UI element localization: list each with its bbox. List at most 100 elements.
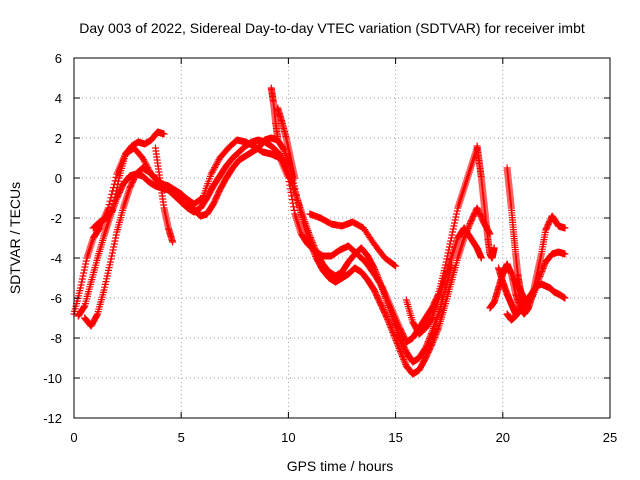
data-point-marker [375, 275, 383, 283]
data-point-marker [212, 160, 220, 168]
data-point-marker [425, 334, 433, 342]
data-point-marker [537, 269, 545, 277]
data-point-marker [306, 232, 314, 240]
y-tick-label: 6 [55, 51, 62, 66]
data-point-marker [540, 261, 548, 269]
data-point-marker [308, 237, 316, 245]
data-point-marker [78, 278, 86, 286]
data-point-marker [107, 255, 115, 263]
data-point-marker [422, 344, 430, 352]
data-point-marker [281, 161, 289, 169]
data-point-marker [373, 270, 381, 278]
data-point-marker [78, 275, 86, 283]
data-point-marker [108, 249, 116, 257]
data-point-marker [214, 157, 222, 165]
data-point-marker [285, 171, 293, 179]
data-point-marker [392, 262, 400, 270]
data-point-marker [111, 237, 119, 245]
x-tick-label: 25 [603, 430, 617, 445]
data-point-marker [425, 336, 433, 344]
data-point-marker [139, 156, 147, 164]
data-point-marker [109, 206, 117, 214]
data-point-marker [443, 255, 451, 263]
data-point-marker [107, 208, 115, 216]
data-point-marker [140, 157, 148, 165]
data-point-marker [427, 331, 435, 339]
data-point-marker [449, 228, 457, 236]
data-point-marker [93, 311, 101, 319]
data-point-marker [391, 261, 399, 269]
data-point-marker [539, 264, 547, 272]
data-point-marker [490, 244, 498, 252]
data-point-marker [282, 163, 290, 171]
y-tick-label: 4 [55, 91, 62, 106]
data-point-marker [512, 310, 520, 318]
y-tick-label: -12 [43, 411, 62, 426]
data-point-marker [80, 266, 88, 274]
data-point-marker [536, 272, 544, 280]
data-point-marker [428, 340, 436, 348]
data-point-marker [281, 160, 289, 168]
y-axis-label: SDTVAR / TECUs [7, 182, 23, 294]
chart-title: Day 003 of 2022, Sidereal Day-to-day VTE… [79, 20, 585, 36]
data-point-marker [81, 263, 89, 271]
data-point-marker [401, 359, 409, 367]
data-point-marker [561, 294, 569, 302]
data-point-marker [283, 164, 291, 172]
data-point-marker [95, 225, 103, 233]
data-point-marker [310, 243, 318, 251]
data-point-marker [430, 335, 438, 343]
data-point-marker [447, 237, 455, 245]
data-point-marker [309, 240, 317, 248]
data-point-marker [209, 167, 217, 175]
data-point-marker [76, 284, 84, 292]
data-point-marker [306, 234, 314, 242]
data-point-marker [429, 338, 437, 346]
data-point-marker [460, 234, 468, 242]
data-point-marker [431, 332, 439, 340]
data-point-marker [77, 281, 85, 289]
data-point-marker [374, 274, 382, 282]
data-point-marker [452, 210, 460, 218]
data-point-marker [311, 245, 319, 253]
data-point-marker [308, 238, 316, 246]
data-point-marker [477, 254, 485, 262]
data-point-marker [465, 223, 473, 231]
data-point-marker [285, 169, 293, 177]
data-point-marker [114, 177, 122, 185]
data-point-marker [111, 196, 119, 204]
data-point-marker [113, 184, 121, 192]
data-point-marker [400, 356, 408, 364]
y-tick-label: -8 [50, 331, 62, 346]
data-point-marker [291, 174, 299, 182]
data-point-marker [274, 134, 282, 142]
data-point-marker [450, 222, 458, 230]
data-point-marker [448, 231, 456, 239]
data-point-marker [466, 220, 474, 228]
y-tick-label: 0 [55, 171, 62, 186]
plot-frame [73, 57, 611, 419]
data-point-marker [373, 272, 381, 280]
data-point-marker [110, 240, 118, 248]
data-point-marker [429, 337, 437, 345]
data-point-marker [213, 159, 221, 167]
y-tick-label: -4 [50, 251, 62, 266]
data-point-marker [80, 269, 88, 277]
data-point-marker [453, 207, 461, 215]
data-point-marker [79, 272, 87, 280]
data-point-marker [112, 234, 120, 242]
data-point-marker [535, 274, 543, 282]
x-tick-label: 15 [388, 430, 402, 445]
data-point-marker [371, 266, 379, 274]
data-point-marker [370, 264, 378, 272]
data-point-marker [451, 219, 459, 227]
data-point-marker [139, 154, 147, 162]
data-point-marker [538, 266, 546, 274]
data-point-marker [106, 258, 114, 266]
data-point-marker [465, 221, 473, 229]
data-point-marker [82, 260, 90, 268]
data-point-marker [111, 193, 119, 201]
x-axis-label: GPS time / hours [287, 458, 394, 474]
data-point-marker [307, 235, 315, 243]
